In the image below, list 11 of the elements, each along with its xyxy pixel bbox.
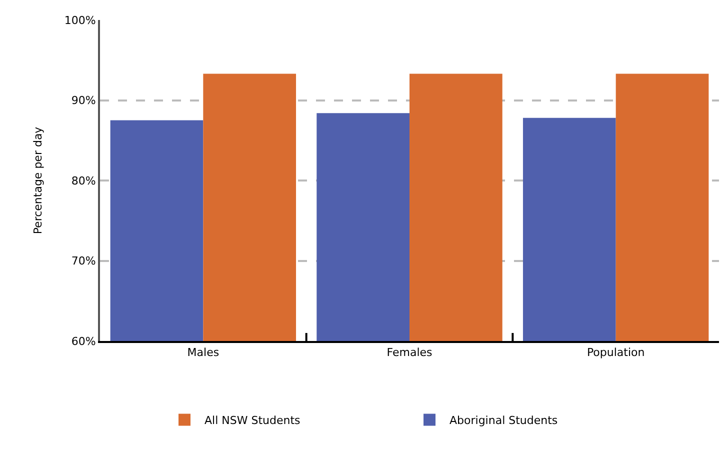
y-tick-label: 100% (64, 14, 96, 27)
y-axis-title: Percentage per day (31, 126, 44, 234)
legend-label: Aboriginal Students (450, 414, 558, 427)
y-tick-label: 70% (71, 254, 96, 268)
y-tick-label: 90% (71, 94, 96, 108)
y-tick-label: 60% (71, 334, 96, 348)
x-tick-label: Population (586, 346, 645, 360)
x-tick-label: Males (187, 346, 220, 360)
legend-label: All NSW Students (204, 414, 301, 427)
y-tick-label: 80% (71, 174, 96, 188)
x-tick-label: Females (386, 346, 433, 360)
